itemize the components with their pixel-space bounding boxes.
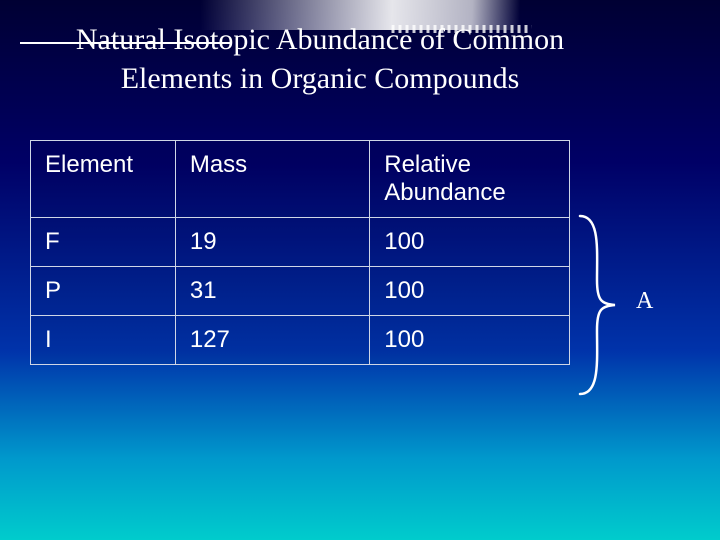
column-header-mass: Mass — [175, 141, 369, 218]
cell-abundance: 100 — [370, 316, 570, 365]
cell-mass: 31 — [175, 267, 369, 316]
table-row: P 31 100 — [31, 267, 570, 316]
table-row: I 127 100 — [31, 316, 570, 365]
slide-title: Natural Isotopic Abundance of Common Ele… — [50, 20, 590, 98]
cell-mass: 19 — [175, 218, 369, 267]
table-header-row: Element Mass Relative Abundance — [31, 141, 570, 218]
cell-element: F — [31, 218, 176, 267]
abundance-table: Element Mass Relative Abundance F 19 100… — [30, 140, 570, 365]
curly-brace-icon — [575, 210, 625, 400]
table-row: F 19 100 — [31, 218, 570, 267]
column-header-abundance: Relative Abundance — [370, 141, 570, 218]
cell-abundance: 100 — [370, 218, 570, 267]
cell-mass: 127 — [175, 316, 369, 365]
cell-abundance: 100 — [370, 267, 570, 316]
brace-label: A — [636, 288, 653, 315]
cell-element: I — [31, 316, 176, 365]
cell-element: P — [31, 267, 176, 316]
column-header-element: Element — [31, 141, 176, 218]
